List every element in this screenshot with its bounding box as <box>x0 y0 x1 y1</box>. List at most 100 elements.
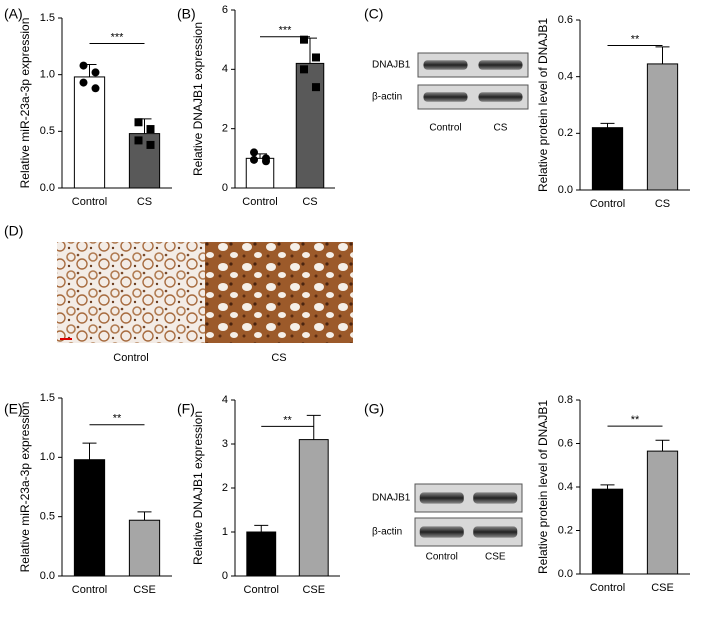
x-tick-label: CSE <box>302 584 325 596</box>
y-tick-label: 0.6 <box>558 437 573 449</box>
bar <box>128 133 161 189</box>
blot-band <box>423 92 468 102</box>
y-axis-label: Relative protein level of DNAJB1 <box>536 400 550 574</box>
bar <box>295 62 325 189</box>
y-tick-label: 0.5 <box>40 511 55 523</box>
error-bar <box>600 122 615 128</box>
data-point <box>146 125 155 134</box>
panel-label: (C) <box>364 6 383 22</box>
y-tick-label: 4 <box>222 394 228 406</box>
y-tick-label: 0.0 <box>558 568 573 580</box>
bar <box>646 63 679 191</box>
panel-label: (G) <box>364 401 384 417</box>
x-tick-label: CS <box>302 196 317 208</box>
error-bar <box>137 511 152 521</box>
blot-lane-label: Control <box>429 123 461 134</box>
y-tick-label: 0.0 <box>558 184 573 196</box>
error-bar <box>600 484 615 490</box>
significance-label: *** <box>279 25 293 37</box>
error-bar <box>254 524 269 532</box>
bar <box>246 531 277 577</box>
panel-d: (D) Control CS <box>4 223 353 364</box>
y-tick-label: 1.0 <box>40 451 55 463</box>
blot-lane-label: Control <box>426 552 458 563</box>
blot-band <box>478 92 523 102</box>
x-tick-label: CSE <box>651 582 674 594</box>
bar <box>591 488 624 575</box>
data-point <box>312 83 320 92</box>
data-point <box>79 61 88 70</box>
bar <box>646 450 679 575</box>
blot-band <box>419 492 464 504</box>
x-tick-label: CSE <box>133 584 156 596</box>
error-bar <box>655 46 670 64</box>
data-point <box>134 136 143 145</box>
panel-label: (B) <box>177 6 196 22</box>
data-point <box>300 65 308 74</box>
x-tick-label: CS <box>137 196 152 208</box>
y-tick-label: 1 <box>222 526 228 538</box>
panel-label: (A) <box>4 6 23 22</box>
blot-row-label: DNAJB1 <box>372 60 411 71</box>
bar <box>298 439 329 577</box>
x-tick-label: Control <box>72 584 107 596</box>
x-tick-label: Control <box>242 196 277 208</box>
image-label: Control <box>113 352 148 364</box>
y-tick-label: 0.4 <box>558 71 573 83</box>
blot-row-label: β-actin <box>372 92 402 103</box>
y-tick-label: 0.2 <box>558 127 573 139</box>
y-tick-label: 0 <box>222 182 228 194</box>
significance-label: ** <box>283 414 292 426</box>
x-tick-label: Control <box>72 196 107 208</box>
data-point <box>146 140 155 149</box>
data-point <box>262 157 270 166</box>
data-point <box>91 68 100 77</box>
y-tick-label: 6 <box>222 4 228 16</box>
blot-row-label: β-actin <box>372 527 402 538</box>
histology-image <box>205 242 353 343</box>
y-axis-label: Relative DNAJB1 expression <box>191 411 205 565</box>
y-tick-label: 0 <box>222 570 228 582</box>
y-tick-label: 1.5 <box>40 392 55 404</box>
bar <box>73 459 106 577</box>
blot-band <box>478 60 523 70</box>
bar <box>73 76 106 189</box>
y-tick-label: 3 <box>222 438 228 450</box>
blot-band <box>423 60 468 70</box>
panel-label: (D) <box>4 223 23 239</box>
blot-row-label: DNAJB1 <box>372 493 411 504</box>
y-tick-label: 2 <box>222 123 228 135</box>
y-tick-label: 0.4 <box>558 481 573 493</box>
y-tick-label: 0.0 <box>40 182 55 194</box>
x-tick-label: Control <box>244 584 279 596</box>
blot-lane-label: CS <box>494 123 508 134</box>
x-tick-label: CS <box>655 198 670 210</box>
y-axis-label: Relative miR-23a-3p expression <box>18 402 32 573</box>
significance-label: ** <box>631 33 640 45</box>
y-tick-label: 0.6 <box>558 14 573 26</box>
significance-label: *** <box>111 31 125 43</box>
error-bar <box>655 439 670 452</box>
blot-band <box>473 492 518 504</box>
data-point <box>312 53 320 62</box>
bar <box>128 519 161 577</box>
y-tick-label: 1.5 <box>40 12 55 24</box>
y-tick-label: 4 <box>222 63 228 75</box>
y-tick-label: 0.5 <box>40 125 55 137</box>
blot-lane-label: CSE <box>485 552 506 563</box>
data-point <box>250 148 258 157</box>
x-tick-label: Control <box>590 582 625 594</box>
error-bar <box>82 442 97 460</box>
y-axis-label: Relative protein level of DNAJB1 <box>536 18 550 192</box>
y-axis-label: Relative miR-23a-3p expression <box>18 18 32 189</box>
data-point <box>91 84 100 93</box>
panel-label: (F) <box>177 401 195 417</box>
data-point <box>300 35 308 44</box>
data-point <box>134 118 143 127</box>
x-tick-label: Control <box>590 198 625 210</box>
blot-band <box>473 526 518 538</box>
bar <box>591 127 624 191</box>
y-axis-label: Relative DNAJB1 expression <box>191 22 205 176</box>
blot-band <box>419 526 464 538</box>
